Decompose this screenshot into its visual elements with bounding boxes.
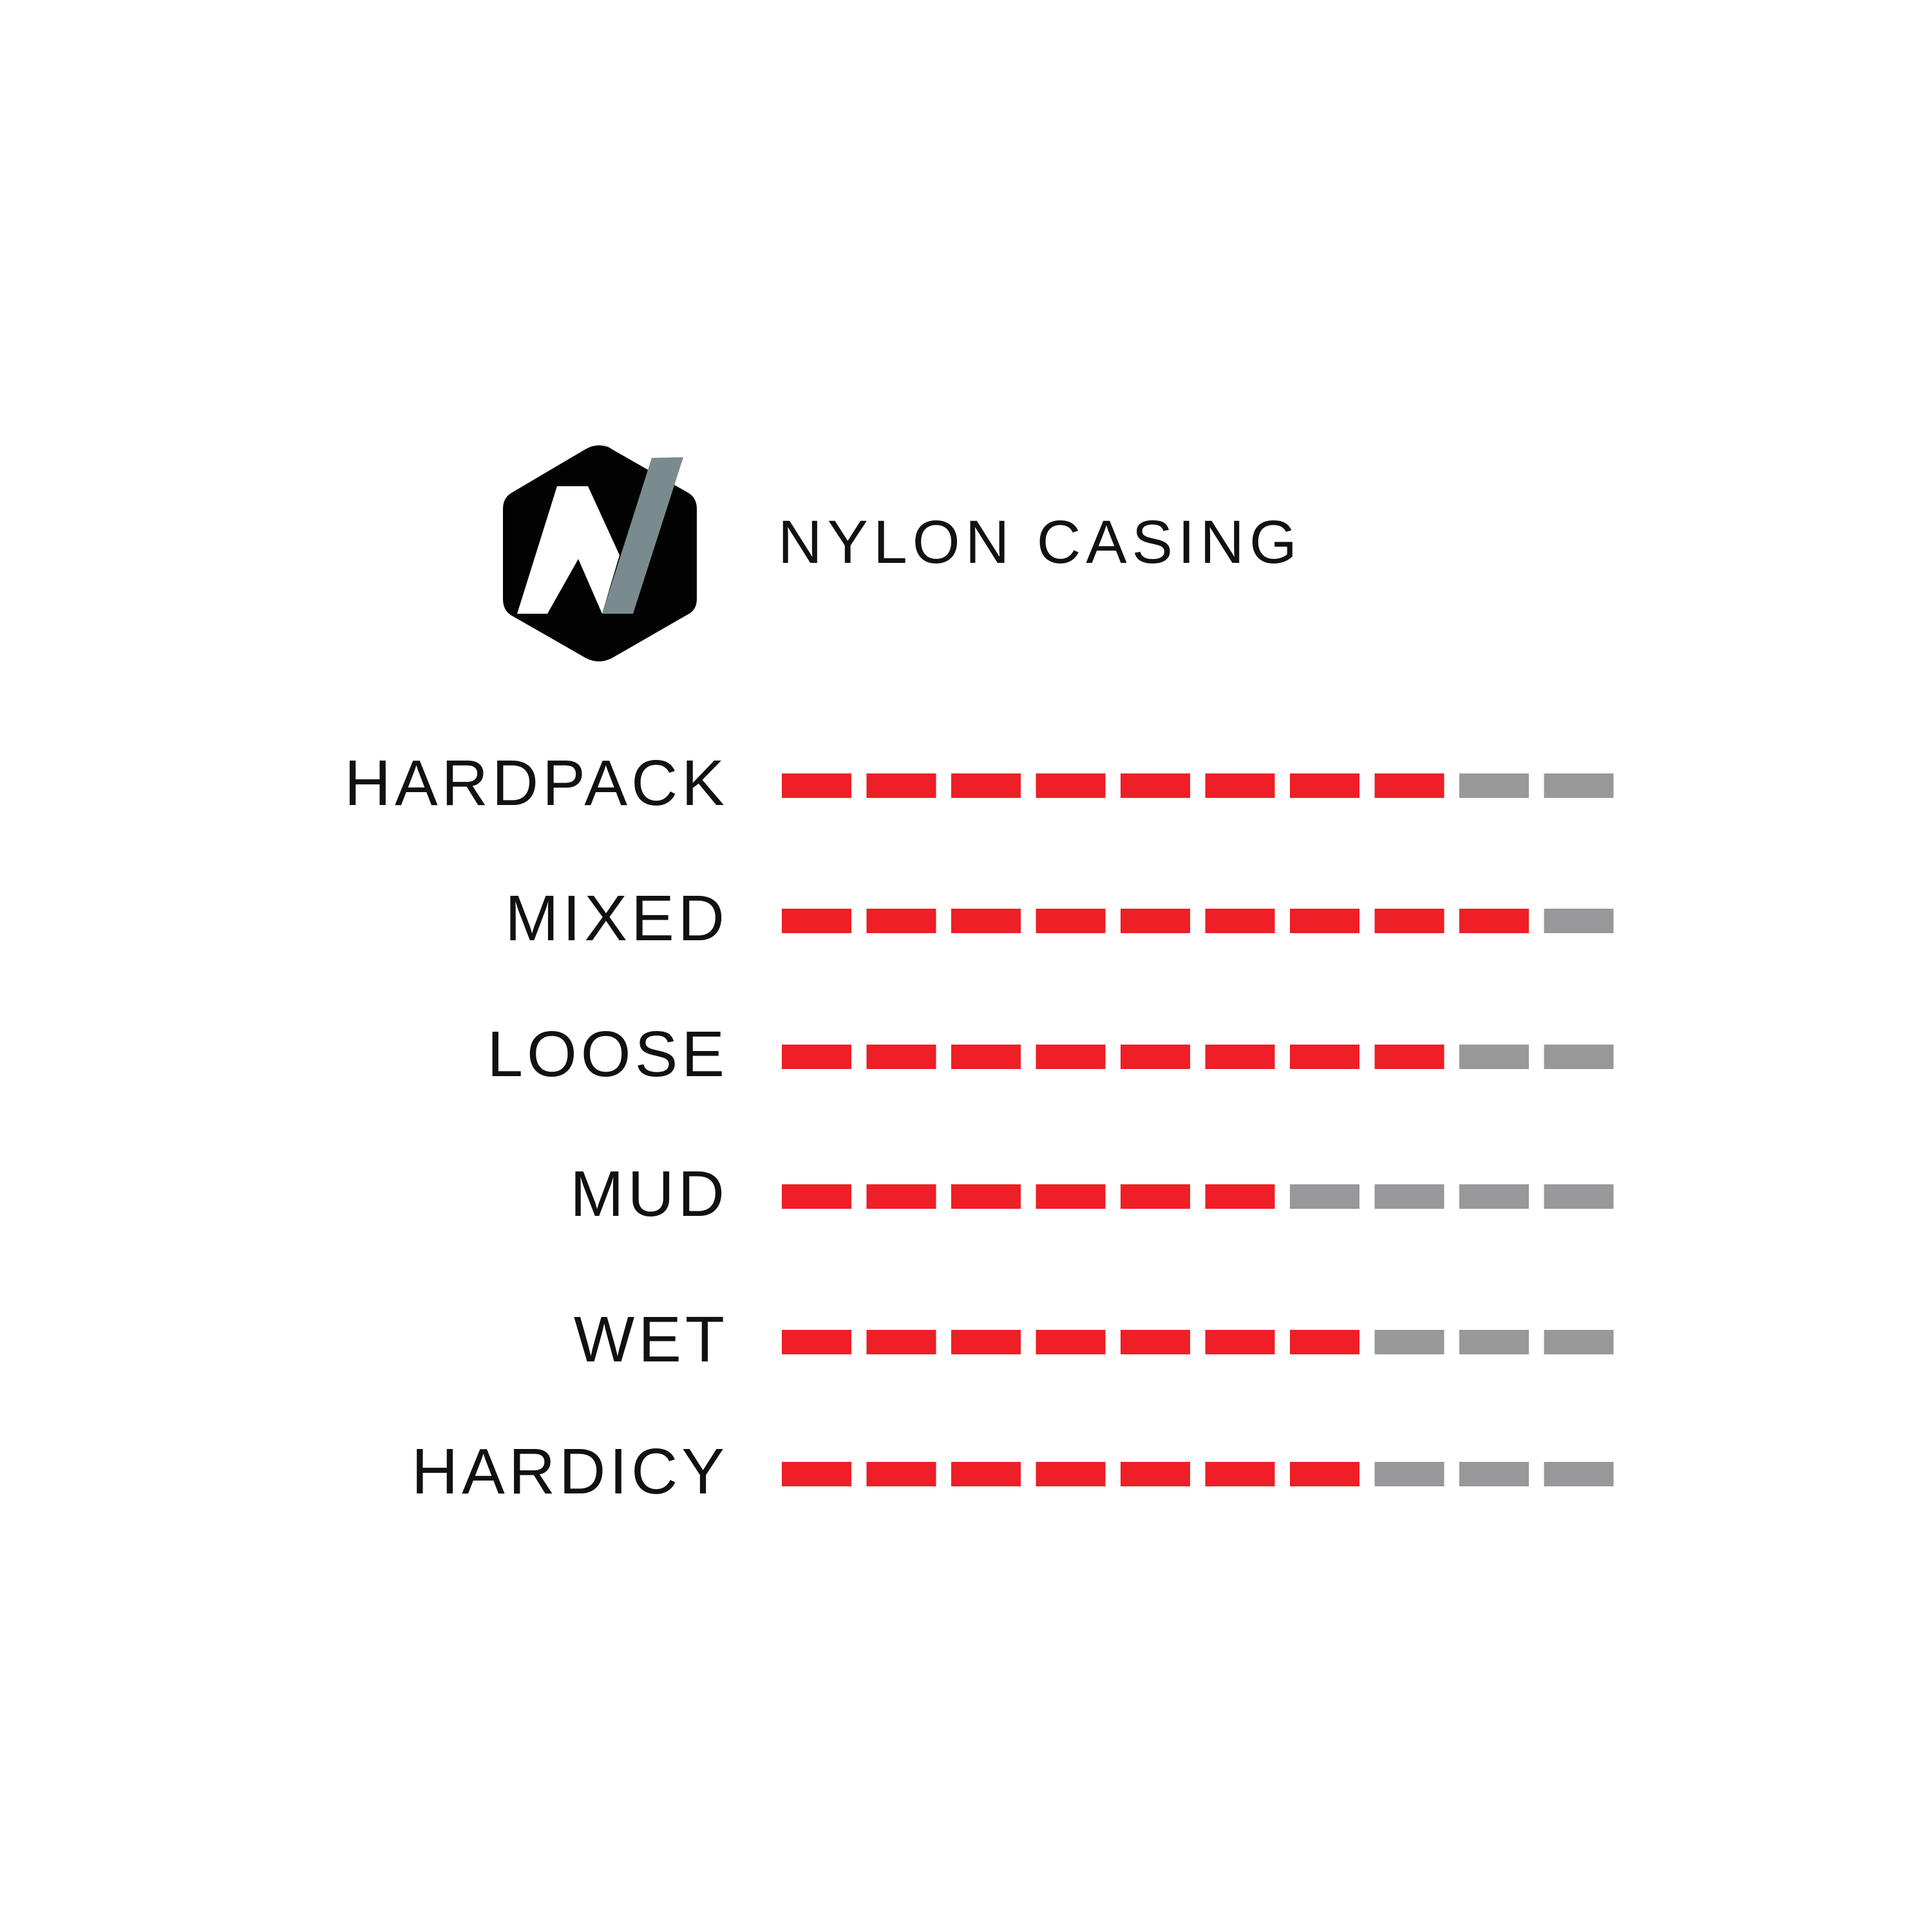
filled-segment-mixed: [1374, 909, 1444, 933]
filled-segment-hardpack: [1121, 773, 1190, 798]
filled-segment-mixed: [1121, 909, 1190, 933]
empty-segment-wet: [1374, 1330, 1444, 1354]
filled-segment-hardpack: [782, 773, 851, 798]
row-label-hardpack: HARDPACK: [344, 747, 728, 819]
filled-segment-loose: [1290, 1045, 1359, 1069]
empty-segment-mud: [1459, 1184, 1529, 1209]
filled-segment-mud: [1205, 1184, 1275, 1209]
filled-segment-hardicy: [1036, 1462, 1106, 1486]
filled-segment-mud: [782, 1184, 851, 1209]
filled-segment-loose: [866, 1045, 936, 1069]
filled-segment-hardicy: [1205, 1462, 1275, 1486]
filled-segment-mixed: [782, 909, 851, 933]
filled-segment-mixed: [1459, 909, 1529, 933]
empty-segment-wet: [1544, 1330, 1614, 1354]
filled-segment-wet: [951, 1330, 1021, 1354]
filled-segment-wet: [1290, 1330, 1359, 1354]
filled-segment-wet: [1036, 1330, 1106, 1354]
filled-segment-hardpack: [1036, 773, 1106, 798]
filled-segment-mud: [1036, 1184, 1106, 1209]
filled-segment-hardpack: [1205, 773, 1275, 798]
filled-segment-mixed: [1205, 909, 1275, 933]
empty-segment-wet: [1459, 1330, 1529, 1354]
filled-segment-loose: [1036, 1045, 1106, 1069]
filled-segment-mixed: [1036, 909, 1106, 933]
row-label-mud: MUD: [570, 1158, 728, 1230]
empty-segment-loose: [1459, 1045, 1529, 1069]
empty-segment-hardpack: [1544, 773, 1614, 798]
row-label-wet: WET: [573, 1303, 728, 1376]
empty-segment-hardpack: [1459, 773, 1529, 798]
empty-segment-hardicy: [1459, 1462, 1529, 1486]
filled-segment-mud: [951, 1184, 1021, 1209]
filled-segment-mixed: [951, 909, 1021, 933]
filled-segment-loose: [1205, 1045, 1275, 1069]
filled-segment-hardicy: [951, 1462, 1021, 1486]
empty-segment-mixed: [1544, 909, 1614, 933]
filled-segment-wet: [866, 1330, 936, 1354]
filled-segment-hardicy: [1121, 1462, 1190, 1486]
filled-segment-hardpack: [866, 773, 936, 798]
row-label-hardicy: HARDICY: [411, 1435, 728, 1508]
filled-segment-hardicy: [782, 1462, 851, 1486]
filled-segment-loose: [951, 1045, 1021, 1069]
filled-segment-wet: [1121, 1330, 1190, 1354]
row-label-mixed: MIXED: [505, 882, 728, 954]
empty-segment-hardicy: [1544, 1462, 1614, 1486]
empty-segment-loose: [1544, 1045, 1614, 1069]
filled-segment-loose: [782, 1045, 851, 1069]
filled-segment-wet: [782, 1330, 851, 1354]
filled-segment-hardpack: [951, 773, 1021, 798]
filled-segment-loose: [1374, 1045, 1444, 1069]
empty-segment-mud: [1544, 1184, 1614, 1209]
empty-segment-mud: [1290, 1184, 1359, 1209]
filled-segment-mud: [866, 1184, 936, 1209]
filled-segment-loose: [1121, 1045, 1190, 1069]
filled-segment-mud: [1121, 1184, 1190, 1209]
empty-segment-hardicy: [1374, 1462, 1444, 1486]
filled-segment-hardicy: [866, 1462, 936, 1486]
casing-title: NYLON CASING: [778, 508, 1302, 576]
filled-segment-mixed: [866, 909, 936, 933]
filled-segment-wet: [1205, 1330, 1275, 1354]
filled-segment-mixed: [1290, 909, 1359, 933]
filled-segment-hardicy: [1290, 1462, 1359, 1486]
filled-segment-hardpack: [1290, 773, 1359, 798]
filled-segment-hardpack: [1374, 773, 1444, 798]
empty-segment-mud: [1374, 1184, 1444, 1209]
row-label-loose: LOOSE: [487, 1018, 728, 1090]
